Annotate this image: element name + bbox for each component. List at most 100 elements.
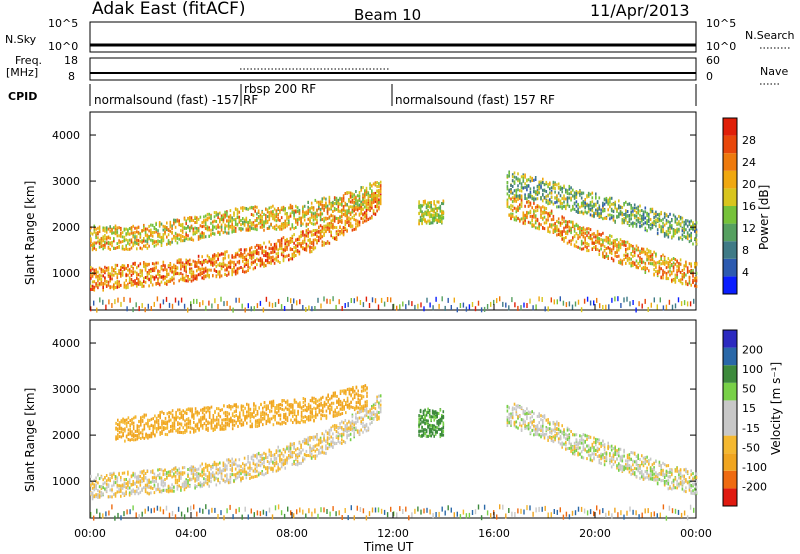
heatmap-cell xyxy=(656,219,659,222)
heatmap-cell xyxy=(90,266,92,269)
heatmap-cell xyxy=(273,246,276,250)
heatmap-cell xyxy=(153,266,156,270)
heatmap-cell xyxy=(187,468,189,471)
heatmap-cell xyxy=(114,229,117,233)
heatmap-cell xyxy=(582,234,585,238)
heatmap-cell xyxy=(626,240,629,244)
heatmap-cell xyxy=(319,234,322,238)
heatmap-cell xyxy=(250,246,253,250)
heatmap-cell xyxy=(524,185,526,189)
heatmap-cell xyxy=(312,233,315,237)
heatmap-cell xyxy=(435,296,437,302)
heatmap-cell xyxy=(166,476,168,480)
heatmap-cell xyxy=(563,220,565,224)
heatmap-cell xyxy=(272,460,274,464)
heatmap-cell xyxy=(284,219,286,223)
heatmap-cell xyxy=(430,215,432,218)
heatmap-cell xyxy=(566,189,569,193)
heatmap-cell xyxy=(261,210,263,214)
heatmap-cell xyxy=(431,221,434,225)
heatmap-cell xyxy=(589,300,592,306)
heatmap-cell xyxy=(210,215,212,219)
heatmap-cell xyxy=(639,224,641,228)
heatmap-cell xyxy=(609,217,611,221)
heatmap-cell xyxy=(648,269,650,273)
heatmap-cell xyxy=(552,218,555,221)
heatmap-cell xyxy=(169,473,172,477)
heatmap-cell xyxy=(254,463,256,467)
heatmap-cell xyxy=(635,210,638,214)
heatmap-cell xyxy=(605,217,608,220)
heatmap-cell xyxy=(249,250,251,254)
heatmap-cell xyxy=(326,241,329,245)
heatmap-cell xyxy=(137,477,140,481)
heatmap-cell xyxy=(233,260,235,264)
heatmap-cell xyxy=(139,232,142,236)
heatmap-cell xyxy=(642,260,645,264)
heatmap-cell xyxy=(105,266,108,270)
cpid-segment-2: rbsp 200 RF xyxy=(244,82,316,96)
heatmap-cell xyxy=(554,226,556,230)
heatmap-cell xyxy=(226,250,228,254)
heatmap-cell xyxy=(342,199,345,203)
heatmap-cell xyxy=(219,225,221,229)
heatmap-cell xyxy=(568,204,571,208)
heatmap-cell xyxy=(690,219,692,223)
heatmap-cell xyxy=(215,275,218,279)
heatmap-cell xyxy=(114,481,117,485)
heatmap-cell xyxy=(300,243,302,247)
heatmap-cell xyxy=(212,263,214,267)
heatmap-cell xyxy=(565,204,567,208)
heatmap-cell xyxy=(559,221,562,225)
heatmap-cell xyxy=(580,233,583,237)
heatmap-cell xyxy=(174,272,177,276)
heatmap-cell xyxy=(396,305,398,311)
heatmap-cell xyxy=(508,305,510,311)
heatmap-cell xyxy=(144,476,147,480)
heatmap-cell xyxy=(419,206,422,210)
heatmap-cell xyxy=(229,261,232,265)
heatmap-cell xyxy=(441,202,443,205)
heatmap-cell xyxy=(132,473,134,477)
heatmap-cell xyxy=(263,464,265,468)
heatmap-cell xyxy=(662,253,664,257)
heatmap-cell xyxy=(656,261,659,265)
heatmap-cell xyxy=(234,252,237,256)
heatmap-cell xyxy=(339,209,341,213)
heatmap-cell xyxy=(296,210,299,213)
heatmap-cell xyxy=(538,180,540,184)
heatmap-cell xyxy=(572,223,574,227)
heatmap-cell xyxy=(349,200,352,204)
heatmap-cell xyxy=(316,215,318,219)
heatmap-cell xyxy=(531,206,533,210)
heatmap-cell xyxy=(153,240,156,244)
heatmap-cell xyxy=(164,232,166,236)
heatmap-cell xyxy=(603,245,606,249)
heatmap-cell xyxy=(554,201,556,205)
heatmap-cell xyxy=(596,240,599,244)
heatmap-cell xyxy=(166,242,168,246)
heatmap-cell xyxy=(107,274,110,278)
heatmap-cell xyxy=(158,275,161,279)
heatmap-cell xyxy=(206,273,209,277)
heatmap-cell xyxy=(201,225,203,229)
heatmap-cell xyxy=(151,234,154,238)
heatmap-cell xyxy=(201,221,203,225)
heatmap-cell xyxy=(319,232,322,236)
heatmap-cell xyxy=(203,220,205,224)
heatmap-cell xyxy=(150,470,152,474)
heatmap-cell xyxy=(187,307,189,313)
heatmap-cell xyxy=(162,473,165,476)
heatmap-cell xyxy=(508,174,510,178)
heatmap-cell xyxy=(194,479,196,483)
heatmap-cell xyxy=(234,269,237,273)
heatmap-cell xyxy=(90,231,92,235)
heatmap-cell xyxy=(189,258,191,262)
heatmap-cell xyxy=(222,265,225,268)
heatmap-cell xyxy=(511,185,514,188)
heatmap-cell xyxy=(104,487,106,491)
heatmap-cell xyxy=(533,201,535,205)
heatmap-cell xyxy=(244,307,246,313)
heatmap-cell xyxy=(167,264,170,268)
heatmap-cell xyxy=(582,247,585,251)
